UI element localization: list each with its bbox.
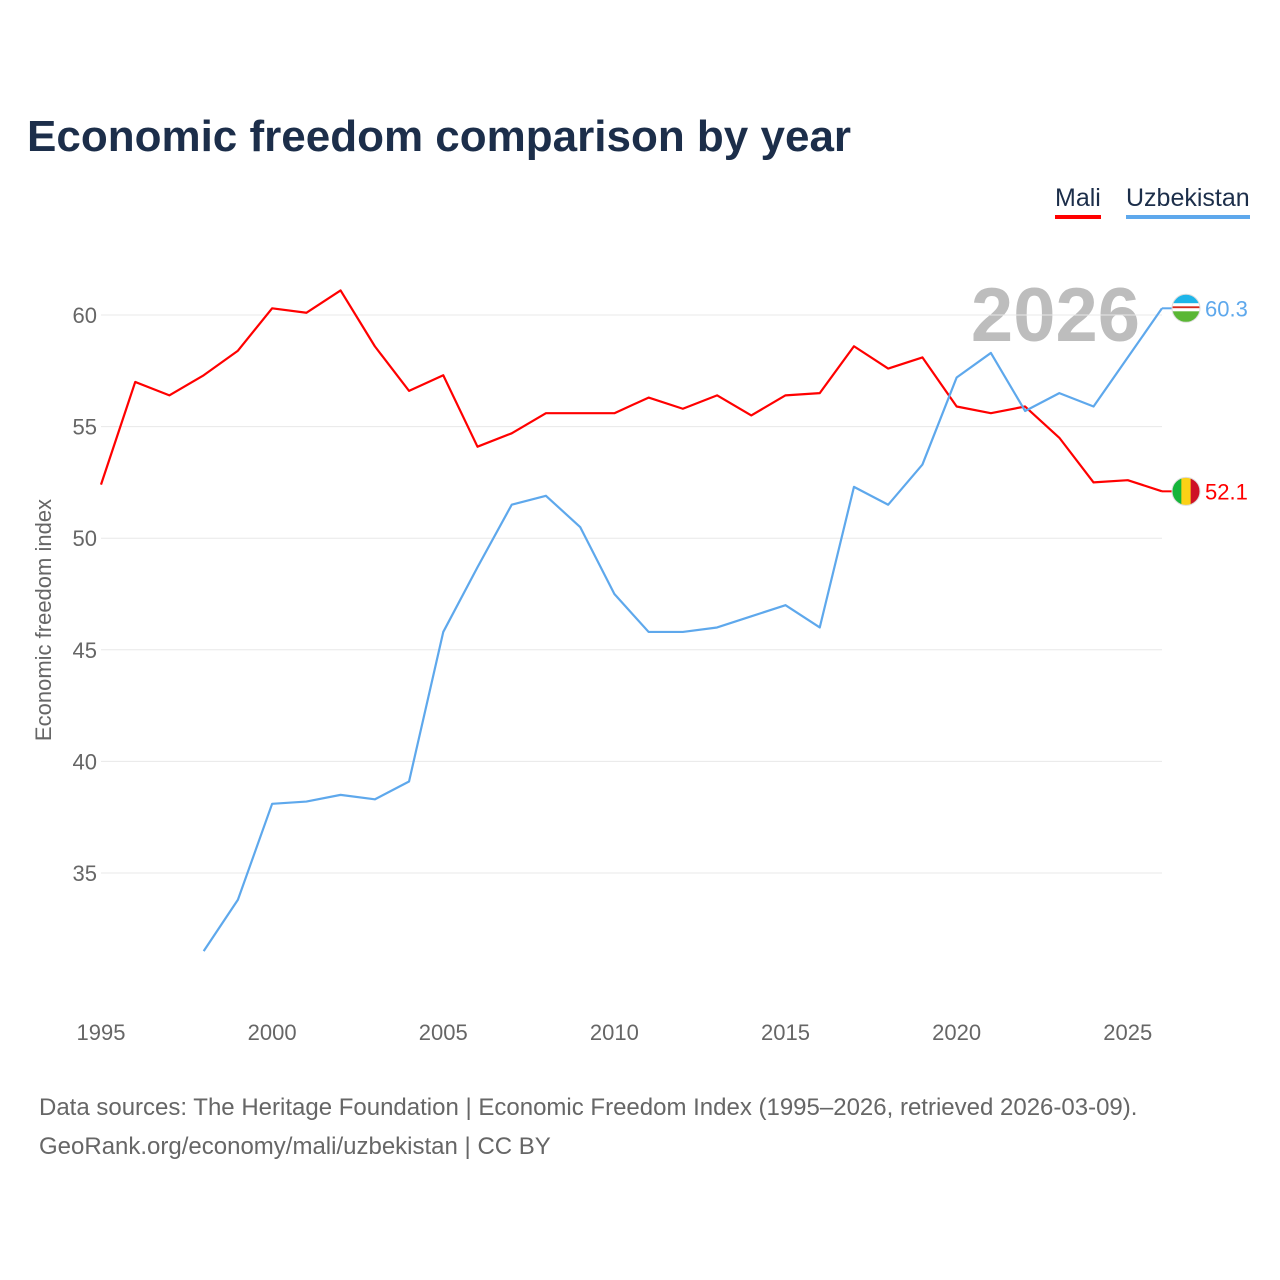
x-tick-label: 2025	[1103, 1020, 1152, 1045]
source-note: Data sources: The Heritage Foundation | …	[39, 1088, 1137, 1166]
source-line-2[interactable]: GeoRank.org/economy/mali/uzbekistan | CC…	[39, 1133, 551, 1160]
y-tick-label: 35	[73, 861, 97, 886]
y-tick-label: 60	[73, 303, 97, 328]
legend-item-uzbekistan[interactable]: Uzbekistan	[1126, 184, 1250, 219]
flag-uzbekistan-icon	[1171, 293, 1201, 323]
x-tick-label: 1995	[77, 1020, 126, 1045]
x-tick-label: 2005	[419, 1020, 468, 1045]
x-tick-label: 2020	[932, 1020, 981, 1045]
series-line-uzbekistan	[202, 307, 1163, 952]
source-line-1: Data sources: The Heritage Foundation | …	[39, 1094, 1138, 1121]
flag-stripe	[1172, 308, 1200, 312]
legend-item-mali[interactable]: Mali	[1055, 184, 1101, 219]
y-tick-label: 55	[73, 415, 97, 440]
y-tick-label: 45	[73, 638, 97, 663]
end-value-label-uzbekistan: 60.3	[1205, 296, 1248, 321]
end-value-label-mali: 52.1	[1205, 479, 1248, 504]
flag-stripe	[1172, 306, 1200, 309]
flag-stripe	[1172, 294, 1200, 304]
y-axis-label: Economic freedom index	[31, 499, 56, 741]
x-tick-label: 2000	[248, 1020, 297, 1045]
flag-stripe	[1190, 477, 1200, 506]
x-tick-label: 2010	[590, 1020, 639, 1045]
y-tick-label: 50	[73, 526, 97, 551]
flag-stripe	[1181, 477, 1192, 506]
x-tick-label: 2015	[761, 1020, 810, 1045]
chart-title: Economic freedom comparison by year	[27, 112, 852, 161]
flag-stripe	[1172, 311, 1200, 323]
y-tick-label: 40	[73, 749, 97, 774]
series-line-mali	[99, 289, 1163, 493]
flag-stripe	[1172, 477, 1182, 506]
flag-stripe	[1172, 303, 1200, 307]
flag-mali-icon	[1171, 476, 1201, 506]
